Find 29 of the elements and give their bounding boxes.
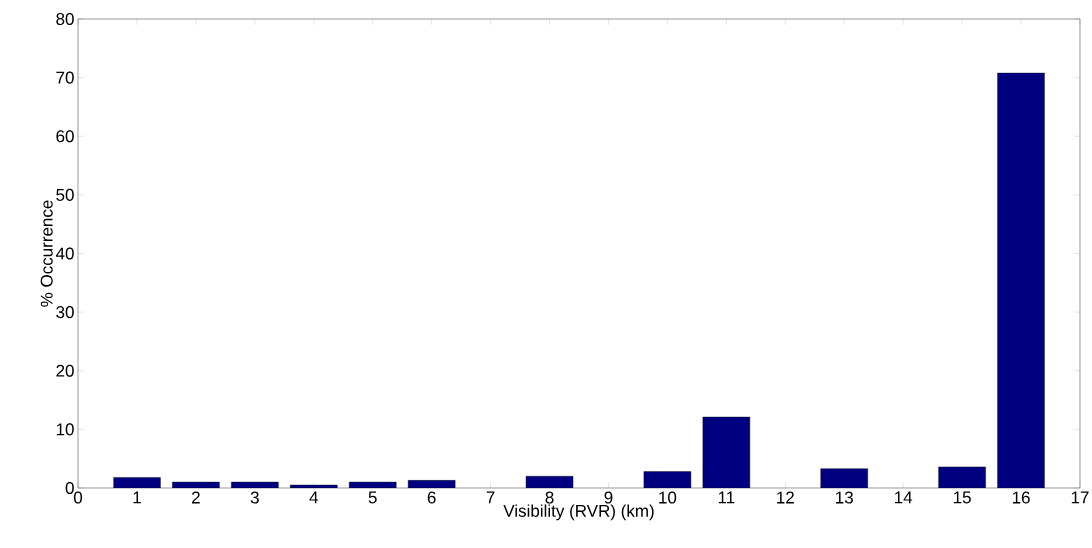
x-tick-label: 9 xyxy=(604,491,613,504)
x-tick-label: 12 xyxy=(777,491,794,504)
x-tick-label: 15 xyxy=(953,491,971,504)
y-tick-label: 60 xyxy=(56,130,74,143)
y-tick-label: 70 xyxy=(56,71,74,84)
x-tick-label: 5 xyxy=(368,491,377,504)
x-tick-label: 0 xyxy=(73,491,83,504)
y-tick-label: 80 xyxy=(56,12,74,26)
x-tick-label: 3 xyxy=(250,491,259,504)
y-tick-label: 50 xyxy=(56,188,74,201)
x-tick-label: 13 xyxy=(836,491,853,504)
y-tick-label: 0 xyxy=(65,481,74,495)
x-tick-label: 7 xyxy=(486,491,495,504)
y-tick-label: 10 xyxy=(56,423,74,436)
x-tick-label: 10 xyxy=(659,491,677,504)
x-tick-label: 11 xyxy=(718,491,735,504)
y-axis-title: % Occurrence xyxy=(40,200,53,307)
x-tick-label: 2 xyxy=(192,491,200,504)
x-tick-label: 1 xyxy=(133,491,141,504)
x-tick-label: 14 xyxy=(895,491,913,504)
x-tick-label: 17 xyxy=(1071,491,1089,504)
x-tick-label: 8 xyxy=(545,491,554,504)
x-axis-title: Visibility (RVR) (km) xyxy=(503,504,654,521)
y-tick-label: 30 xyxy=(56,306,74,319)
x-tick-label: 6 xyxy=(427,491,436,504)
y-tick-label: 40 xyxy=(55,247,74,260)
x-tick-label: 4 xyxy=(309,491,318,504)
y-tick-label: 20 xyxy=(56,364,74,377)
x-tick-label: 16 xyxy=(1012,491,1030,504)
